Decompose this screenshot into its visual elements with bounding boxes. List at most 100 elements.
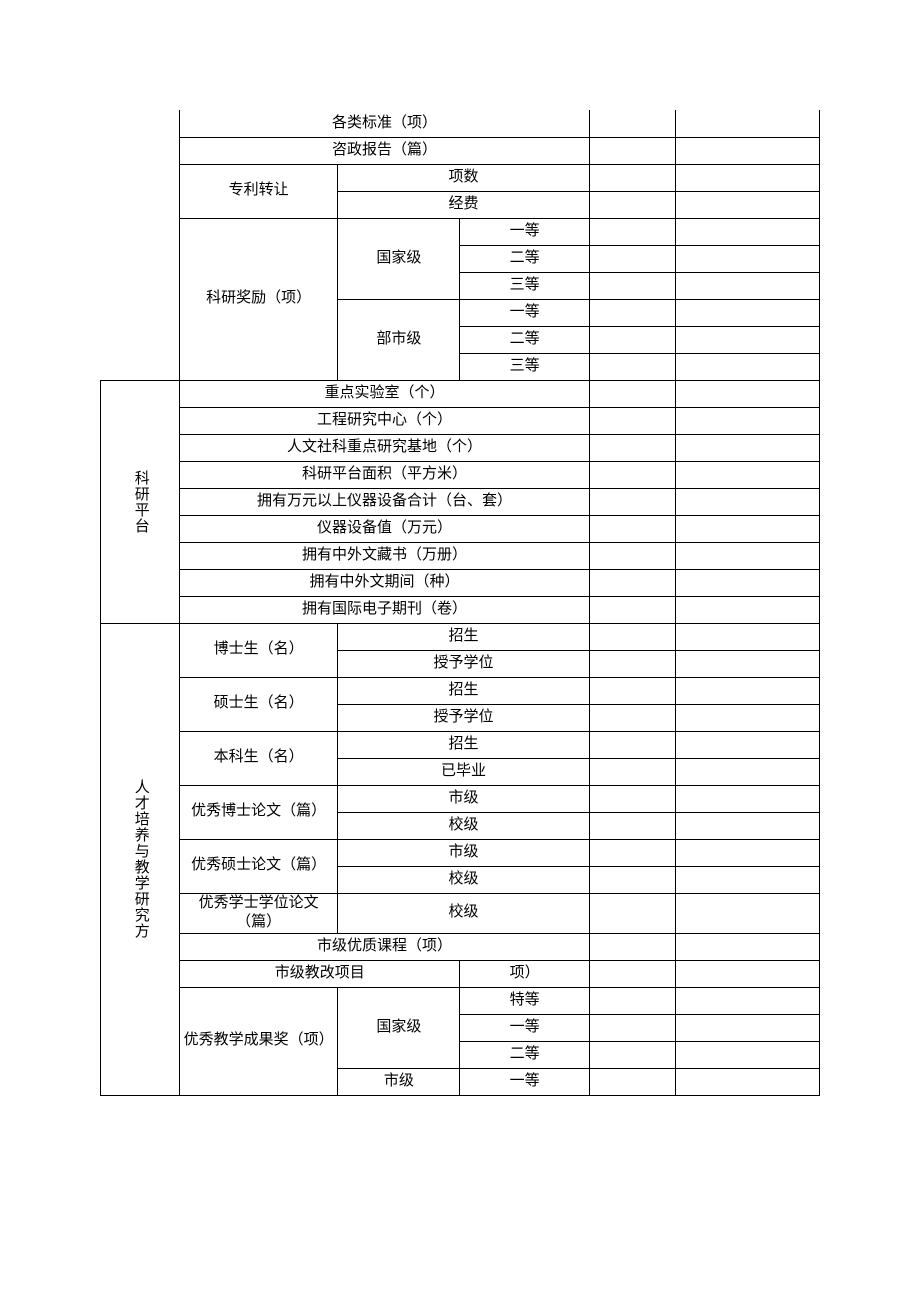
award-nat-third: 三等 [460,272,589,299]
instruments-label: 拥有万元以上仪器设备合计（台、套） [180,488,590,515]
award-min-second: 二等 [460,326,589,353]
teaching-award-label: 优秀教学成果奖（项） [180,987,338,1095]
ex-master-thesis-label: 优秀硕士论文（篇） [180,839,338,893]
patent-fee-label: 经费 [338,191,590,218]
humanities-label: 人文社科重点研究基地（个） [180,434,590,461]
city-reform-b: 项） [460,960,589,987]
area-v2 [676,461,820,488]
city-course-v2 [676,933,820,960]
award-nat-third-v1 [589,272,675,299]
master-degree: 授予学位 [338,704,590,731]
teaching-nat-second-v2 [676,1041,820,1068]
keylab-label: 重点实验室（个） [180,380,590,407]
teaching-city: 市级 [338,1068,460,1095]
city-course-label: 市级优质课程（项） [180,933,590,960]
award-min-third-v1 [589,353,675,380]
platform-category: 科研平台 [101,380,180,623]
award-ministry-label: 部市级 [338,299,460,380]
award-nat-first: 一等 [460,218,589,245]
patent-count-label: 项数 [338,164,590,191]
award-min-third-v2 [676,353,820,380]
ex-bachelor-v2 [676,893,820,933]
equipment-value-v1 [589,515,675,542]
award-min-first-v2 [676,299,820,326]
patent-transfer-label: 专利转让 [180,164,338,218]
ex-phd-school: 校级 [338,812,590,839]
ex-phd-school-v2 [676,812,820,839]
master-enroll: 招生 [338,677,590,704]
area-label: 科研平台面积（平方米） [180,461,590,488]
books-v1 [589,542,675,569]
standards-val2 [676,110,820,137]
ex-bachelor-school: 校级 [338,893,590,933]
teaching-nat-first-v2 [676,1014,820,1041]
ejournals-v1 [589,596,675,623]
phd-degree-v2 [676,650,820,677]
undergrad-grad-v2 [676,758,820,785]
teaching-nat-first: 一等 [460,1014,589,1041]
teaching-city-first-v1 [589,1068,675,1095]
ejournals-label: 拥有国际电子期刊（卷） [180,596,590,623]
instruments-v1 [589,488,675,515]
journals-v1 [589,569,675,596]
books-label: 拥有中外文藏书（万册） [180,542,590,569]
master-degree-v1 [589,704,675,731]
patent-count-val2 [676,164,820,191]
master-label: 硕士生（名） [180,677,338,731]
patent-fee-val1 [589,191,675,218]
undergrad-enroll-v2 [676,731,820,758]
ex-master-school: 校级 [338,866,590,893]
area-v1 [589,461,675,488]
ex-phd-school-v1 [589,812,675,839]
engcenter-v1 [589,407,675,434]
phd-enroll-v2 [676,623,820,650]
section1-category [101,110,180,380]
city-reform-v1 [589,960,675,987]
ejournals-v2 [676,596,820,623]
teaching-nat-first-v1 [589,1014,675,1041]
ex-bachelor-v1 [589,893,675,933]
humanities-v1 [589,434,675,461]
journals-v2 [676,569,820,596]
advisory-val1 [589,137,675,164]
engcenter-v2 [676,407,820,434]
teaching-national: 国家级 [338,987,460,1068]
books-v2 [676,542,820,569]
master-degree-v2 [676,704,820,731]
phd-degree-v1 [589,650,675,677]
ex-phd-city: 市级 [338,785,590,812]
standards-val1 [589,110,675,137]
phd-enroll-v1 [589,623,675,650]
journals-label: 拥有中外文期间（种） [180,569,590,596]
undergrad-grad: 已毕业 [338,758,590,785]
page: 各类标准（项） 咨政报告（篇） 专利转让 项数 经费 科研奖励（项） 国家级 一… [0,0,920,1196]
award-min-first-v1 [589,299,675,326]
award-nat-second-v2 [676,245,820,272]
teaching-nat-special-v2 [676,987,820,1014]
city-course-v1 [589,933,675,960]
teaching-city-first: 一等 [460,1068,589,1095]
city-reform-a: 市级教改项目 [180,960,460,987]
teaching-nat-second-v1 [589,1041,675,1068]
instruments-v2 [676,488,820,515]
ex-phd-city-v2 [676,785,820,812]
ex-master-city: 市级 [338,839,590,866]
humanities-v2 [676,434,820,461]
award-nat-second: 二等 [460,245,589,272]
undergrad-enroll-v1 [589,731,675,758]
ex-master-city-v2 [676,839,820,866]
award-nat-second-v1 [589,245,675,272]
advisory-label: 咨政报告（篇） [180,137,590,164]
keylab-v1 [589,380,675,407]
patent-count-val1 [589,164,675,191]
teaching-nat-special-v1 [589,987,675,1014]
city-reform-v2 [676,960,820,987]
award-nat-first-v1 [589,218,675,245]
ex-phd-city-v1 [589,785,675,812]
award-min-second-v1 [589,326,675,353]
ex-master-school-v1 [589,866,675,893]
teaching-nat-second: 二等 [460,1041,589,1068]
research-award-label: 科研奖励（项） [180,218,338,380]
engcenter-label: 工程研究中心（个） [180,407,590,434]
undergrad-grad-v1 [589,758,675,785]
